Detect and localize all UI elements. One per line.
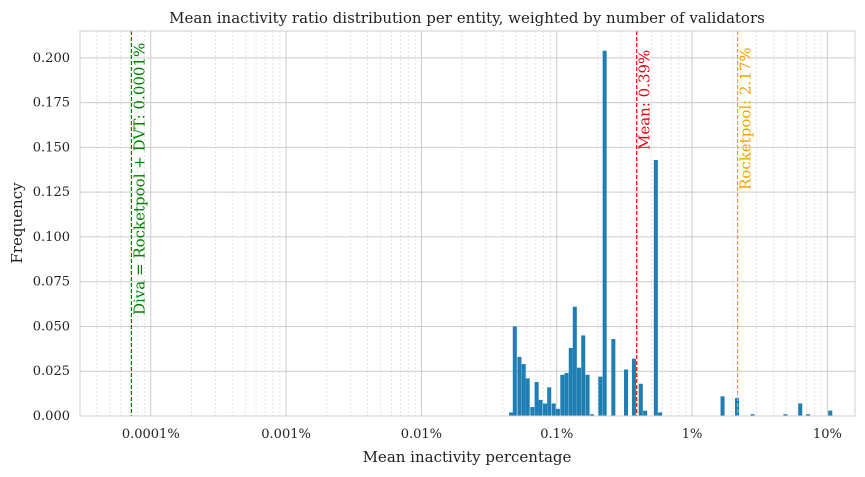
histogram-bar	[521, 364, 526, 416]
x-tick-label: 0.001%	[261, 427, 311, 442]
histogram-bar	[653, 159, 658, 416]
x-tick-label: 0.01%	[401, 427, 442, 442]
reference-line-label: Diva = Rocketpool + DVT: 0.0001%	[130, 43, 148, 315]
histogram-bar	[564, 373, 569, 416]
histogram-bar	[611, 339, 616, 416]
histogram-bar	[735, 398, 740, 416]
histogram-bar	[643, 410, 648, 416]
reference-line-label: Rocketpool: 2.17%	[737, 47, 755, 190]
histogram-bar	[828, 410, 833, 416]
plot-frame	[79, 30, 856, 417]
histogram-bar	[783, 414, 788, 416]
x-axis-label: Mean inactivity percentage	[363, 448, 572, 466]
y-tick-label: 0.200	[33, 51, 70, 66]
histogram-bar	[658, 412, 663, 416]
histogram-bar	[525, 378, 530, 416]
bars	[509, 50, 833, 417]
histogram-bar	[576, 367, 581, 416]
y-axis-label: Frequency	[8, 182, 26, 264]
histogram-bar	[547, 387, 552, 416]
plot-background	[80, 31, 855, 416]
minor-grid	[79, 31, 822, 416]
histogram-bar	[509, 412, 514, 416]
y-tick-label: 0.075	[33, 275, 70, 290]
histogram-bar	[551, 403, 556, 416]
histogram-bar	[598, 376, 603, 416]
histogram-bar	[589, 414, 594, 416]
histogram-bar	[538, 399, 543, 416]
histogram-bar	[631, 358, 636, 416]
y-tick-labels: 0.000 0.025 0.050 0.075 0.100 0.125 0.150 0.175…	[33, 51, 70, 424]
x-tick-labels: 0.0001% 0.001% 0.01% 0.1% 1% 10%	[122, 427, 842, 442]
histogram-bar	[560, 374, 565, 416]
histogram-bar	[798, 403, 803, 416]
histogram-bar	[806, 414, 811, 416]
histogram-bar	[568, 347, 573, 416]
histogram-bar	[638, 383, 643, 416]
histogram-bar	[720, 396, 725, 416]
y-tick-label: 0.125	[33, 185, 70, 200]
reference-lines: Diva = Rocketpool + DVT: 0.0001% Mean: 0.…	[130, 31, 755, 416]
x-tick-label: 10%	[813, 427, 842, 442]
x-tick-label: 0.0001%	[122, 427, 180, 442]
x-tick-label: 0.1%	[540, 427, 573, 442]
histogram-bar	[534, 381, 539, 416]
histogram-bar	[585, 374, 590, 416]
reference-line-label: Mean: 0.39%	[636, 50, 654, 150]
histogram-bar	[581, 335, 586, 416]
histogram-bar	[512, 326, 517, 416]
histogram-bar	[530, 407, 535, 416]
histogram-bar	[602, 50, 607, 417]
y-tick-label: 0.025	[33, 364, 70, 379]
histogram-bar	[517, 356, 522, 416]
histogram-bar	[623, 369, 629, 416]
y-tick-label: 0.150	[33, 140, 70, 155]
y-tick-label: 0.175	[33, 96, 70, 111]
histogram-bar	[750, 414, 755, 416]
x-tick-label: 1%	[682, 427, 703, 442]
y-tick-label: 0.100	[33, 230, 70, 245]
histogram-bar	[543, 403, 548, 416]
y-tick-label: 0.050	[33, 319, 70, 334]
chart-title: Mean inactivity ratio distribution per e…	[169, 9, 765, 27]
histogram-bar	[572, 306, 577, 416]
y-tick-label: 0.000	[33, 409, 70, 424]
histogram-bar	[555, 408, 560, 416]
